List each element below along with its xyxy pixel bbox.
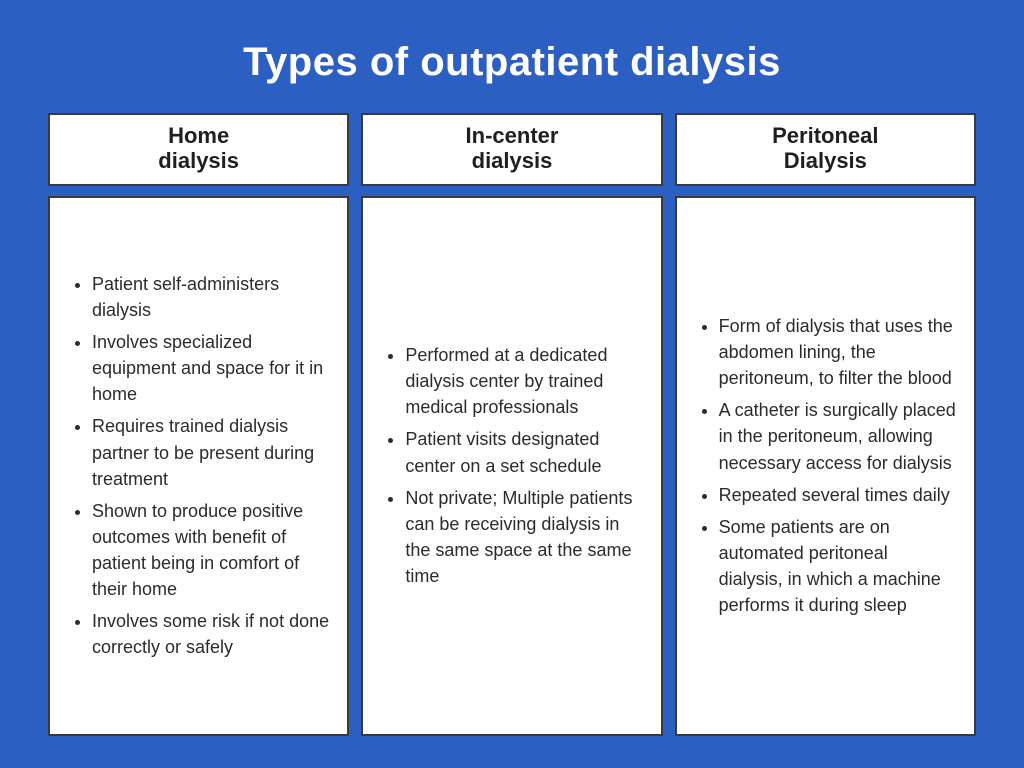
list-item: Performed at a dedicated dialysis center… [405,342,642,420]
header-line: Peritoneal [685,123,966,148]
column-body-home: Patient self-administers dialysis Involv… [48,196,349,736]
list-item: Requires trained dialysis partner to be … [92,413,329,491]
header-line: dialysis [58,148,339,173]
column-home: Home dialysis Patient self-administers d… [48,113,349,736]
column-body-incenter: Performed at a dedicated dialysis center… [361,196,662,736]
header-line: Dialysis [685,148,966,173]
list-item: Patient visits designated center on a se… [405,426,642,478]
list-item: Some patients are on automated peritonea… [719,514,956,618]
column-incenter: In-center dialysis Performed at a dedica… [361,113,662,736]
header-line: dialysis [371,148,652,173]
column-body-peritoneal: Form of dialysis that uses the abdomen l… [675,196,976,736]
list-item: Not private; Multiple patients can be re… [405,485,642,589]
column-header-home: Home dialysis [48,113,349,186]
columns-container: Home dialysis Patient self-administers d… [48,113,976,736]
bullet-list: Form of dialysis that uses the abdomen l… [695,313,956,618]
list-item: Shown to produce positive outcomes with … [92,498,329,602]
list-item: Involves specialized equipment and space… [92,329,329,407]
bullet-list: Patient self-administers dialysis Involv… [68,271,329,660]
bullet-list: Performed at a dedicated dialysis center… [381,342,642,589]
list-item: Patient self-administers dialysis [92,271,329,323]
column-peritoneal: Peritoneal Dialysis Form of dialysis tha… [675,113,976,736]
header-line: In-center [371,123,652,148]
page-title: Types of outpatient dialysis [48,40,976,85]
list-item: Repeated several times daily [719,482,956,508]
list-item: A catheter is surgically placed in the p… [719,397,956,475]
list-item: Form of dialysis that uses the abdomen l… [719,313,956,391]
column-header-incenter: In-center dialysis [361,113,662,186]
header-line: Home [58,123,339,148]
list-item: Involves some risk if not done correctly… [92,608,329,660]
column-header-peritoneal: Peritoneal Dialysis [675,113,976,186]
